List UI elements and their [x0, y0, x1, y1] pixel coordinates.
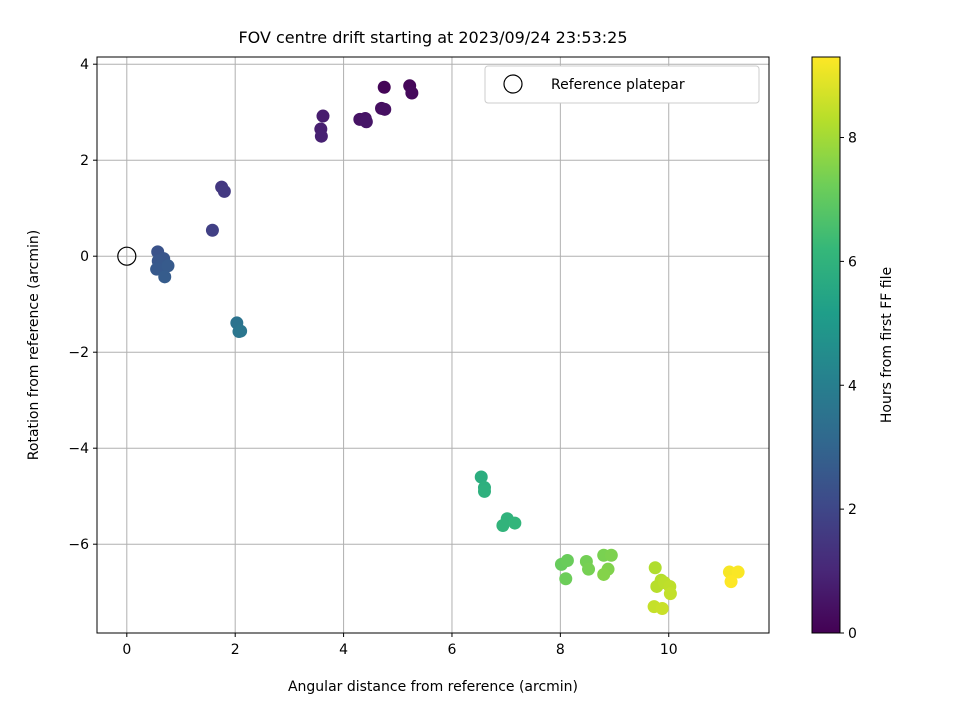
data-point	[597, 567, 611, 581]
x-tick-label: 10	[660, 642, 678, 658]
colorbar-tick-label: 8	[848, 131, 857, 147]
data-point	[217, 184, 231, 198]
data-point	[359, 115, 373, 129]
data-point	[663, 587, 677, 601]
x-axis-label: Angular distance from reference (arcmin)	[288, 679, 578, 695]
plot-frame	[96, 56, 770, 634]
data-point	[582, 562, 596, 576]
y-tick-label: 4	[80, 57, 89, 73]
legend-box	[484, 65, 760, 104]
data-point	[604, 548, 618, 562]
x-tick-label: 4	[339, 642, 348, 658]
y-axis-ticks: −6 −4 −2 0 2 4	[68, 57, 97, 553]
chart-title: FOV centre drift starting at 2023/09/24 …	[238, 28, 627, 47]
data-point	[648, 561, 662, 575]
colorbar-tick-label: 6	[848, 254, 857, 270]
colorbar-label: Hours from first FF file	[879, 267, 895, 423]
data-point	[508, 516, 522, 530]
data-point	[205, 223, 219, 237]
data-points	[117, 79, 745, 616]
y-tick-label: 0	[80, 249, 89, 265]
data-point	[378, 102, 392, 116]
data-point	[474, 470, 488, 484]
x-axis-ticks: 0 2 4 6 8 10	[122, 633, 678, 658]
data-point	[158, 270, 172, 284]
colorbar-tick-label: 4	[848, 378, 857, 394]
data-point	[405, 86, 419, 100]
y-tick-label: 2	[80, 153, 89, 169]
y-tick-label: −2	[68, 345, 89, 361]
colorbar-tick-label: 0	[848, 626, 857, 642]
colorbar-ticks: 0 2 4 6 8	[840, 131, 857, 642]
data-point	[655, 602, 669, 616]
legend: Reference platepar	[484, 65, 760, 104]
y-tick-label: −4	[68, 441, 89, 457]
data-point	[559, 572, 573, 586]
colorbar: 0 2 4 6 8 Hours from first FF file	[811, 56, 895, 642]
data-point	[731, 565, 745, 579]
y-axis-label: Rotation from reference (arcmin)	[26, 230, 42, 460]
legend-marker-reference	[503, 74, 523, 94]
data-point	[316, 109, 330, 123]
y-tick-label: −6	[68, 537, 89, 553]
colorbar-tick-label: 2	[848, 502, 857, 518]
data-point	[377, 80, 391, 94]
data-point	[724, 575, 738, 589]
data-point	[161, 259, 175, 273]
data-point	[314, 129, 328, 143]
data-point	[234, 324, 248, 338]
x-tick-label: 0	[122, 642, 131, 658]
legend-label-reference: Reference platepar	[551, 77, 685, 93]
data-point	[496, 518, 510, 532]
data-point	[560, 554, 574, 568]
x-tick-label: 8	[556, 642, 565, 658]
x-tick-label: 2	[231, 642, 240, 658]
data-point	[477, 484, 491, 498]
x-tick-label: 6	[448, 642, 457, 658]
reference-platepar-marker	[117, 246, 137, 266]
colorbar-gradient	[811, 56, 841, 634]
data-point	[150, 262, 164, 276]
grid-lines	[97, 57, 769, 633]
